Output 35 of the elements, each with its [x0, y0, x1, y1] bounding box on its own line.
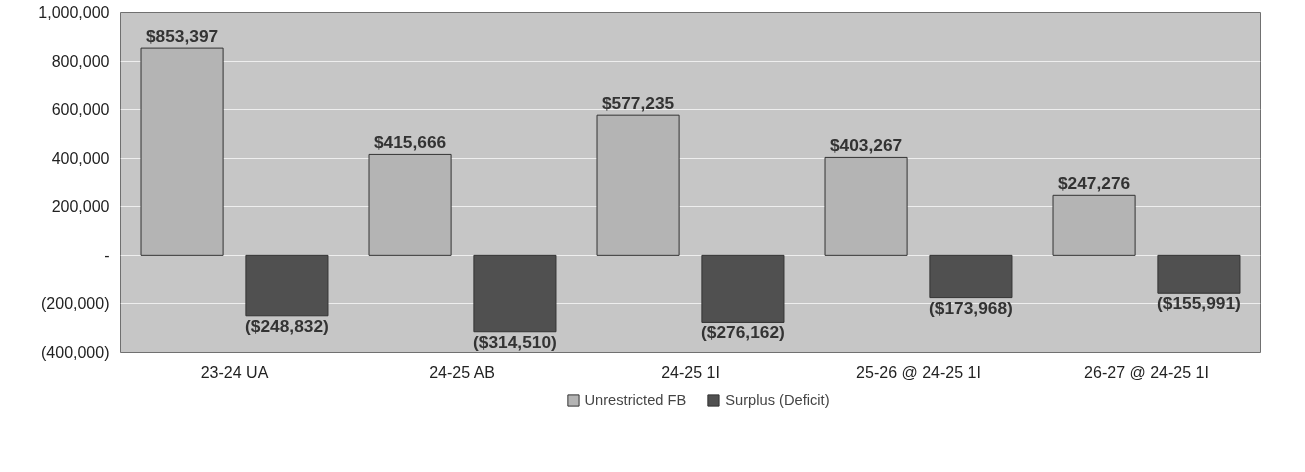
data-label: ($248,832): [245, 315, 329, 336]
x-tick-label: 26-27 @ 24-25 1I: [1084, 363, 1209, 381]
data-label: ($173,968): [929, 297, 1013, 318]
legend-label: Surplus (Deficit): [725, 392, 830, 408]
x-tick-label: 24-25 1I: [661, 363, 720, 381]
bar: [1052, 194, 1136, 256]
bar: [1157, 254, 1241, 294]
bar: [140, 47, 224, 256]
x-tick-label: 24-25 AB: [429, 363, 495, 381]
data-label: $415,666: [373, 132, 447, 153]
y-tick-label: 200,000: [51, 198, 110, 216]
bar: [473, 254, 557, 333]
y-tick-label: (200,000): [41, 295, 110, 313]
legend-label: Unrestricted FB: [584, 392, 687, 408]
y-tick-label: 600,000: [51, 101, 110, 119]
data-label: ($276,162): [701, 322, 785, 343]
bar: [701, 254, 785, 323]
data-label: $247,276: [1057, 173, 1131, 194]
y-tick-label: (400,000): [41, 344, 110, 361]
x-tick-label: 23-24 UA: [200, 363, 269, 381]
data-label: ($155,991): [1157, 293, 1241, 314]
bar: [824, 156, 908, 256]
bar: [929, 254, 1013, 299]
bar: [596, 114, 680, 256]
x-tick-label: 25-26 @ 24-25 1I: [856, 363, 981, 381]
y-tick-label: 400,000: [51, 149, 110, 167]
y-tick-label: 800,000: [51, 52, 110, 70]
data-label: $577,235: [601, 93, 675, 114]
bar: [245, 254, 329, 317]
y-tick-label: -: [104, 246, 110, 264]
data-label: ($314,510): [473, 331, 557, 352]
data-label: $403,267: [829, 135, 903, 156]
data-label: $853,397: [145, 26, 219, 47]
bar: [368, 153, 452, 256]
y-tick-label: 1,000,000: [38, 4, 110, 21]
